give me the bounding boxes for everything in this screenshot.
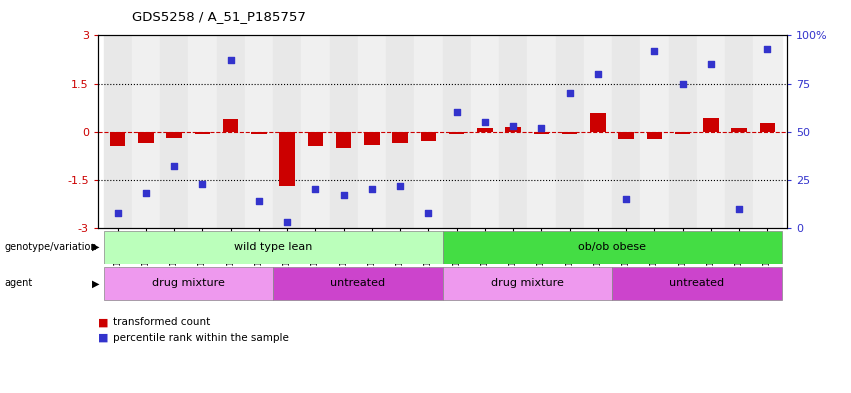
Bar	[245, 35, 273, 228]
Bar	[584, 35, 612, 228]
Point	[365, 186, 379, 193]
Bar	[640, 35, 669, 228]
Bar	[443, 231, 781, 264]
Bar	[307, 132, 323, 146]
Bar	[104, 35, 132, 228]
Bar	[216, 35, 245, 228]
Bar	[420, 132, 437, 141]
Point	[393, 182, 407, 189]
Point	[168, 163, 181, 169]
Point	[704, 61, 717, 67]
Point	[224, 57, 237, 64]
Bar	[195, 132, 210, 134]
Bar	[562, 132, 578, 134]
Text: GDS5258 / A_51_P185757: GDS5258 / A_51_P185757	[132, 10, 306, 23]
Text: ■: ■	[98, 333, 108, 343]
Point	[478, 119, 492, 125]
Bar	[703, 118, 718, 132]
Text: genotype/variation: genotype/variation	[4, 242, 97, 252]
Text: wild type lean: wild type lean	[234, 242, 312, 252]
Point	[563, 90, 576, 96]
Text: ■: ■	[98, 317, 108, 327]
Point	[421, 209, 435, 216]
Text: percentile rank within the sample: percentile rank within the sample	[113, 333, 289, 343]
Text: ▶: ▶	[92, 242, 100, 252]
Point	[111, 209, 124, 216]
Bar	[357, 35, 386, 228]
Bar	[669, 35, 697, 228]
Point	[506, 123, 520, 129]
Point	[337, 192, 351, 198]
Bar	[110, 132, 125, 146]
Bar	[138, 132, 154, 143]
Point	[676, 80, 689, 86]
Bar	[612, 267, 781, 300]
Point	[309, 186, 323, 193]
Point	[139, 190, 152, 196]
Bar	[167, 132, 182, 138]
Bar	[760, 123, 775, 132]
Point	[196, 180, 209, 187]
Point	[733, 206, 746, 212]
Bar	[104, 267, 273, 300]
Bar	[223, 119, 238, 132]
Bar	[590, 113, 606, 132]
Point	[534, 125, 548, 131]
Bar	[160, 35, 188, 228]
Bar	[505, 127, 521, 132]
Bar	[443, 35, 471, 228]
Bar	[104, 231, 443, 264]
Bar	[528, 35, 556, 228]
Bar	[336, 132, 351, 148]
Bar	[448, 132, 465, 134]
Point	[648, 48, 661, 54]
Bar	[329, 35, 357, 228]
Bar	[731, 128, 747, 132]
Point	[620, 196, 633, 202]
Point	[252, 198, 266, 204]
Bar	[612, 35, 640, 228]
Bar	[273, 35, 301, 228]
Point	[761, 46, 774, 52]
Bar	[386, 35, 414, 228]
Bar	[364, 132, 380, 145]
Text: ▶: ▶	[92, 278, 100, 288]
Bar	[697, 35, 725, 228]
Bar	[675, 132, 690, 134]
Bar	[188, 35, 216, 228]
Bar	[273, 267, 443, 300]
Bar	[534, 132, 549, 134]
Point	[280, 219, 294, 225]
Bar	[499, 35, 528, 228]
Bar	[471, 35, 499, 228]
Text: drug mixture: drug mixture	[151, 278, 225, 288]
Text: untreated: untreated	[669, 278, 724, 288]
Point	[450, 109, 464, 116]
Bar	[443, 267, 612, 300]
Text: ob/ob obese: ob/ob obese	[578, 242, 646, 252]
Text: transformed count: transformed count	[113, 317, 210, 327]
Bar	[251, 132, 266, 134]
Bar	[619, 132, 634, 139]
Bar	[753, 35, 781, 228]
Bar	[301, 35, 329, 228]
Bar	[477, 128, 493, 132]
Text: agent: agent	[4, 278, 32, 288]
Bar	[132, 35, 160, 228]
Text: untreated: untreated	[330, 278, 386, 288]
Bar	[556, 35, 584, 228]
Point	[591, 71, 605, 77]
Bar	[392, 132, 408, 143]
Bar	[279, 132, 295, 185]
Bar	[647, 132, 662, 139]
Bar	[414, 35, 443, 228]
Bar	[725, 35, 753, 228]
Text: drug mixture: drug mixture	[491, 278, 563, 288]
